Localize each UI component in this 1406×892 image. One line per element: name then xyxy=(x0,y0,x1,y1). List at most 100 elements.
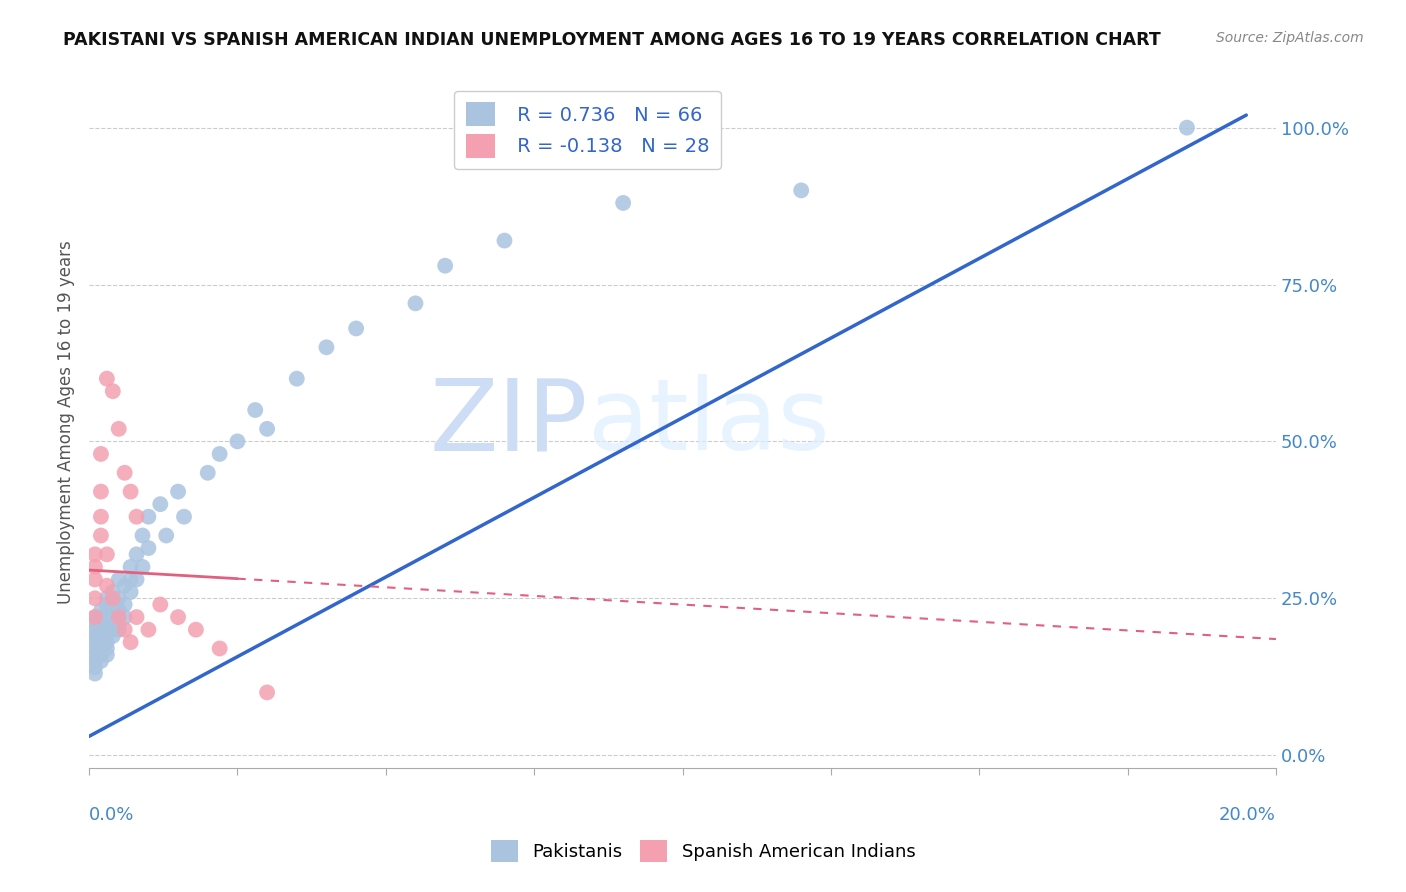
Point xyxy=(90,648,112,662)
Point xyxy=(90,616,112,631)
Point xyxy=(125,509,148,524)
Point xyxy=(101,585,124,599)
Point xyxy=(84,610,107,624)
Point xyxy=(120,560,142,574)
Point xyxy=(1175,120,1198,135)
Point xyxy=(101,598,124,612)
Point xyxy=(90,509,112,524)
Point xyxy=(344,321,367,335)
Point xyxy=(208,641,231,656)
Text: 20.0%: 20.0% xyxy=(1219,805,1277,823)
Point xyxy=(96,623,118,637)
Point xyxy=(434,259,457,273)
Point xyxy=(84,623,107,637)
Point xyxy=(96,591,118,606)
Point xyxy=(84,560,107,574)
Point xyxy=(226,434,249,449)
Point xyxy=(84,654,107,668)
Point xyxy=(90,610,112,624)
Point xyxy=(404,296,426,310)
Point xyxy=(84,610,107,624)
Point xyxy=(125,573,148,587)
Point xyxy=(101,610,124,624)
Point xyxy=(101,384,124,399)
Point xyxy=(101,623,124,637)
Point xyxy=(96,641,118,656)
Point xyxy=(96,598,118,612)
Point xyxy=(96,547,118,561)
Point xyxy=(84,635,107,649)
Point xyxy=(101,629,124,643)
Point xyxy=(208,447,231,461)
Point xyxy=(90,654,112,668)
Point xyxy=(114,623,136,637)
Point xyxy=(90,641,112,656)
Point xyxy=(107,623,129,637)
Point xyxy=(96,371,118,385)
Legend: Pakistanis, Spanish American Indians: Pakistanis, Spanish American Indians xyxy=(484,833,922,870)
Point xyxy=(107,616,129,631)
Point xyxy=(107,591,129,606)
Point xyxy=(167,610,190,624)
Point xyxy=(84,648,107,662)
Text: 0.0%: 0.0% xyxy=(89,805,135,823)
Point xyxy=(84,641,107,656)
Point xyxy=(125,610,148,624)
Point xyxy=(197,466,219,480)
Point xyxy=(173,509,195,524)
Point xyxy=(256,685,278,699)
Point xyxy=(167,484,190,499)
Point xyxy=(120,573,142,587)
Point xyxy=(612,196,634,211)
Point xyxy=(84,616,107,631)
Text: PAKISTANI VS SPANISH AMERICAN INDIAN UNEMPLOYMENT AMONG AGES 16 TO 19 YEARS CORR: PAKISTANI VS SPANISH AMERICAN INDIAN UNE… xyxy=(63,31,1161,49)
Point xyxy=(120,635,142,649)
Point xyxy=(84,547,107,561)
Point xyxy=(107,604,129,618)
Point xyxy=(120,585,142,599)
Point xyxy=(96,635,118,649)
Legend:  R = 0.736   N = 66,  R = -0.138   N = 28: R = 0.736 N = 66, R = -0.138 N = 28 xyxy=(454,91,721,169)
Point xyxy=(90,528,112,542)
Point xyxy=(315,340,337,354)
Point xyxy=(84,629,107,643)
Point xyxy=(90,629,112,643)
Point xyxy=(84,573,107,587)
Point xyxy=(90,484,112,499)
Point xyxy=(138,623,160,637)
Point xyxy=(107,610,129,624)
Point xyxy=(138,509,160,524)
Point xyxy=(256,422,278,436)
Point xyxy=(125,547,148,561)
Text: Source: ZipAtlas.com: Source: ZipAtlas.com xyxy=(1216,31,1364,45)
Point xyxy=(285,371,308,385)
Point xyxy=(120,484,142,499)
Point xyxy=(114,466,136,480)
Point xyxy=(494,234,516,248)
Point xyxy=(790,183,813,197)
Point xyxy=(90,623,112,637)
Text: atlas: atlas xyxy=(588,374,830,471)
Point xyxy=(84,660,107,674)
Point xyxy=(107,573,129,587)
Point xyxy=(114,579,136,593)
Point xyxy=(90,635,112,649)
Point xyxy=(138,541,160,555)
Point xyxy=(114,598,136,612)
Point xyxy=(84,591,107,606)
Point xyxy=(96,648,118,662)
Point xyxy=(90,447,112,461)
Point xyxy=(245,403,267,417)
Text: ZIP: ZIP xyxy=(429,374,588,471)
Point xyxy=(149,497,172,511)
Point xyxy=(107,422,129,436)
Y-axis label: Unemployment Among Ages 16 to 19 years: Unemployment Among Ages 16 to 19 years xyxy=(58,241,75,605)
Point xyxy=(149,598,172,612)
Point xyxy=(184,623,207,637)
Point xyxy=(131,560,153,574)
Point xyxy=(90,604,112,618)
Point xyxy=(114,610,136,624)
Point xyxy=(96,579,118,593)
Point xyxy=(131,528,153,542)
Point xyxy=(96,610,118,624)
